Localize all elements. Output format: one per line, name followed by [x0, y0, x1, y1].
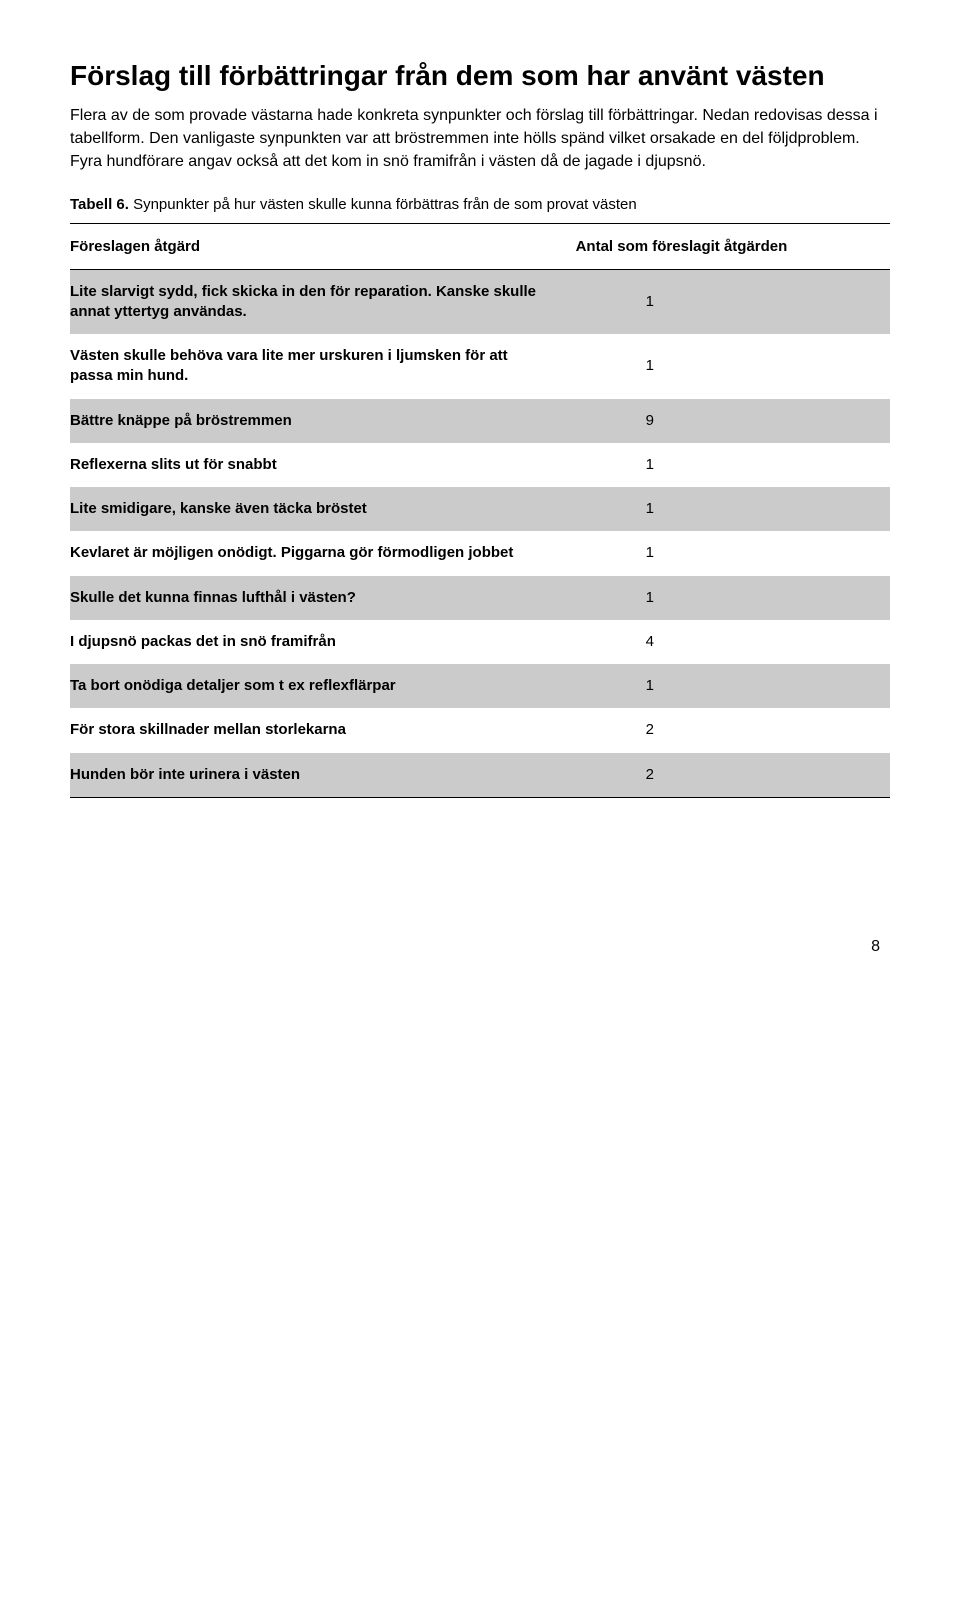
- table-row: Bättre knäppe på bröstremmen9: [70, 399, 890, 443]
- table-row: Skulle det kunna finnas lufthål i västen…: [70, 576, 890, 620]
- table-label: Tabell 6.: [70, 196, 129, 213]
- table-row: Kevlaret är möjligen onödigt. Piggarna g…: [70, 531, 890, 575]
- suggestion-count: 1: [546, 531, 890, 575]
- suggestion-text: Hunden bör inte urinera i västen: [70, 753, 546, 798]
- suggestion-text: Lite slarvigt sydd, fick skicka in den f…: [70, 269, 546, 334]
- suggestion-count: 1: [546, 487, 890, 531]
- table-row: Reflexerna slits ut för snabbt1: [70, 443, 890, 487]
- suggestion-text: Lite smidigare, kanske även täcka bröste…: [70, 487, 546, 531]
- suggestion-text: Ta bort onödiga detaljer som t ex reflex…: [70, 664, 546, 708]
- suggestion-text: Bättre knäppe på bröstremmen: [70, 399, 546, 443]
- suggestion-text: I djupsnö packas det in snö framifrån: [70, 620, 546, 664]
- table-row: Hunden bör inte urinera i västen2: [70, 753, 890, 798]
- suggestion-text: Reflexerna slits ut för snabbt: [70, 443, 546, 487]
- suggestion-count: 1: [546, 443, 890, 487]
- table-caption: Tabell 6. Synpunkter på hur västen skull…: [70, 196, 890, 213]
- suggestion-count: 1: [546, 269, 890, 334]
- suggestion-count: 2: [546, 753, 890, 798]
- suggestion-count: 1: [546, 334, 890, 399]
- suggestion-text: Skulle det kunna finnas lufthål i västen…: [70, 576, 546, 620]
- table-row: För stora skillnader mellan storlekarna2: [70, 708, 890, 752]
- suggestion-count: 2: [546, 708, 890, 752]
- suggestion-count: 4: [546, 620, 890, 664]
- table-row: Lite smidigare, kanske även täcka bröste…: [70, 487, 890, 531]
- suggestion-text: Västen skulle behöva vara lite mer ursku…: [70, 334, 546, 399]
- col1-header: Föreslagen åtgärd: [70, 223, 546, 269]
- table-row: Västen skulle behöva vara lite mer ursku…: [70, 334, 890, 399]
- table-row: Lite slarvigt sydd, fick skicka in den f…: [70, 269, 890, 334]
- suggestion-count: 9: [546, 399, 890, 443]
- page-heading: Förslag till förbättringar från dem som …: [70, 60, 890, 92]
- table-header-row: Föreslagen åtgärd Antal som föreslagit å…: [70, 223, 890, 269]
- table-row: I djupsnö packas det in snö framifrån4: [70, 620, 890, 664]
- page-number: 8: [70, 938, 890, 956]
- suggestion-text: Kevlaret är möjligen onödigt. Piggarna g…: [70, 531, 546, 575]
- intro-paragraph: Flera av de som provade västarna hade ko…: [70, 104, 890, 174]
- table-row: Ta bort onödiga detaljer som t ex reflex…: [70, 664, 890, 708]
- col2-header: Antal som föreslagit åtgärden: [546, 223, 890, 269]
- table-caption-rest: Synpunkter på hur västen skulle kunna fö…: [129, 196, 637, 213]
- suggestion-count: 1: [546, 576, 890, 620]
- suggestions-table: Föreslagen åtgärd Antal som föreslagit å…: [70, 223, 890, 798]
- suggestion-count: 1: [546, 664, 890, 708]
- suggestion-text: För stora skillnader mellan storlekarna: [70, 708, 546, 752]
